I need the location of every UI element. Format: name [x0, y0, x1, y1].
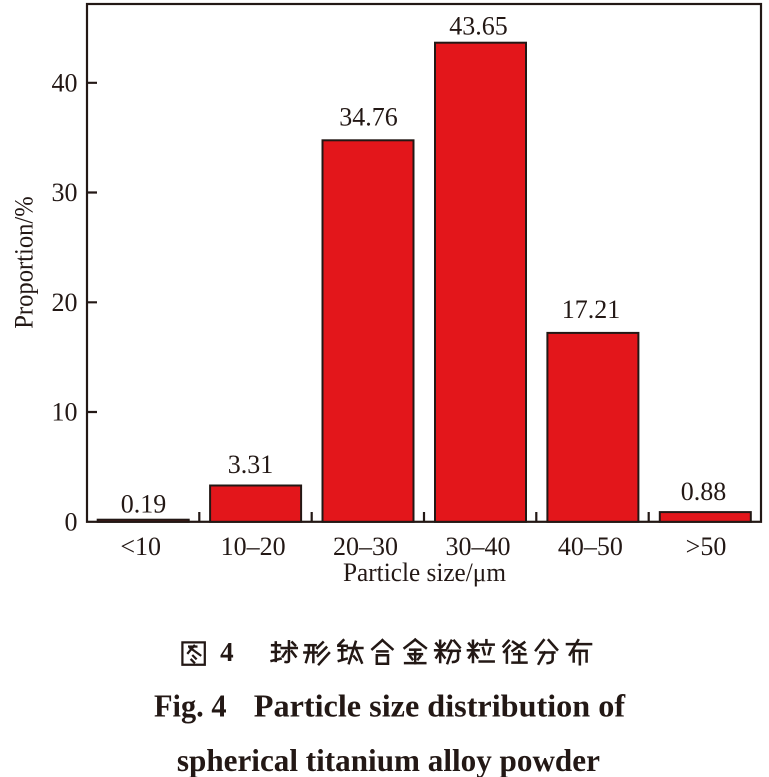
svg-text:>50: >50 [686, 532, 727, 561]
svg-text:3.31: 3.31 [228, 450, 274, 479]
svg-text:17.21: 17.21 [562, 295, 621, 324]
svg-text:<10: <10 [120, 532, 161, 561]
svg-text:Fig. 4: Fig. 4 [154, 688, 227, 724]
svg-text:10: 10 [52, 398, 78, 427]
svg-text:40–50: 40–50 [558, 532, 623, 561]
svg-text:4: 4 [220, 637, 234, 667]
svg-text:0: 0 [65, 507, 78, 536]
svg-text:40: 40 [52, 68, 78, 97]
svg-text:0.19: 0.19 [121, 490, 167, 519]
svg-text:30: 30 [52, 178, 78, 207]
svg-text:10–20: 10–20 [221, 532, 286, 561]
svg-text:Proportion/%: Proportion/% [10, 196, 39, 329]
svg-text:0.88: 0.88 [681, 477, 727, 506]
svg-text:30–40: 30–40 [446, 532, 511, 561]
svg-text:20–30: 20–30 [333, 532, 398, 561]
svg-text:34.76: 34.76 [339, 103, 398, 132]
svg-text:43.65: 43.65 [449, 12, 508, 41]
svg-text:spherical titanium alloy powde: spherical titanium alloy powder [177, 742, 600, 777]
svg-text:Particle size distribution of: Particle size distribution of [254, 688, 626, 724]
svg-text:20: 20 [52, 288, 78, 317]
svg-text:Particle size/μm: Particle size/μm [343, 558, 506, 587]
